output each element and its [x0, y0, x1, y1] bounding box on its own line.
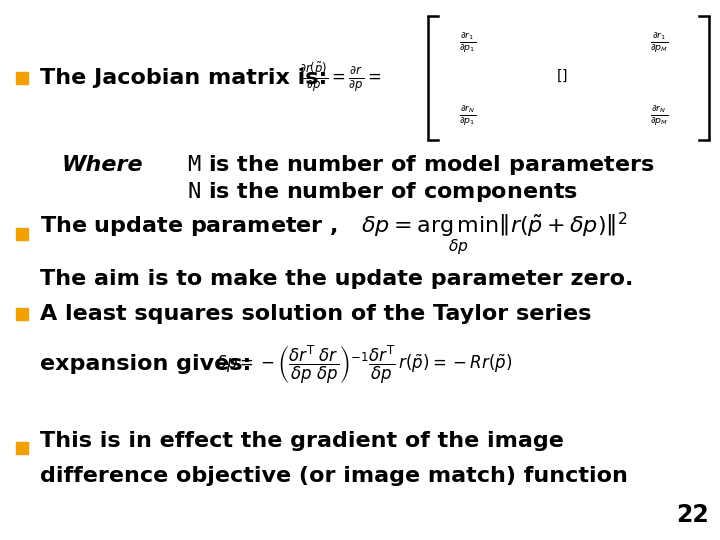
Text: $\mathtt{M}$ is the number of model parameters: $\mathtt{M}$ is the number of model para…	[187, 153, 654, 177]
Text: $\mathrm{[]}$: $\mathrm{[]}$	[556, 68, 567, 84]
Text: The aim is to make the update parameter zero.: The aim is to make the update parameter …	[40, 269, 633, 289]
Text: $\frac{\partial r(\tilde{p})}{\partial p}=\frac{\partial r}{\partial p}=$: $\frac{\partial r(\tilde{p})}{\partial p…	[299, 61, 382, 96]
Text: $\frac{\partial r_N}{\partial p_M}$: $\frac{\partial r_N}{\partial p_M}$	[649, 104, 668, 128]
Text: The update parameter ,   $\delta p = \underset{\delta p}{\mathrm{arg\,min}}\left: The update parameter , $\delta p = \unde…	[40, 210, 627, 258]
Text: expansion gives:: expansion gives:	[40, 354, 251, 375]
Text: A least squares solution of the Taylor series: A least squares solution of the Taylor s…	[40, 304, 591, 325]
Text: The Jacobian matrix is:: The Jacobian matrix is:	[40, 68, 327, 89]
Text: Where: Where	[61, 154, 143, 175]
Text: $\frac{\partial r_1}{\partial p_M}$: $\frac{\partial r_1}{\partial p_M}$	[649, 31, 668, 55]
Text: $\mathtt{N}$ is the number of components: $\mathtt{N}$ is the number of components	[187, 180, 578, 204]
Text: difference objective (or image match) function: difference objective (or image match) fu…	[40, 466, 627, 487]
Text: $\frac{\partial r_1}{\partial p_1}$: $\frac{\partial r_1}{\partial p_1}$	[459, 31, 477, 55]
Text: $\frac{\partial r_N}{\partial p_1}$: $\frac{\partial r_N}{\partial p_1}$	[459, 104, 477, 128]
Text: $\delta p=-\left(\dfrac{\delta r^\mathrm{T}}{\delta p}\dfrac{\delta r}{\delta p}: $\delta p=-\left(\dfrac{\delta r^\mathrm…	[216, 343, 512, 386]
Text: This is in effect the gradient of the image: This is in effect the gradient of the im…	[40, 431, 564, 451]
Text: 22: 22	[677, 503, 709, 526]
